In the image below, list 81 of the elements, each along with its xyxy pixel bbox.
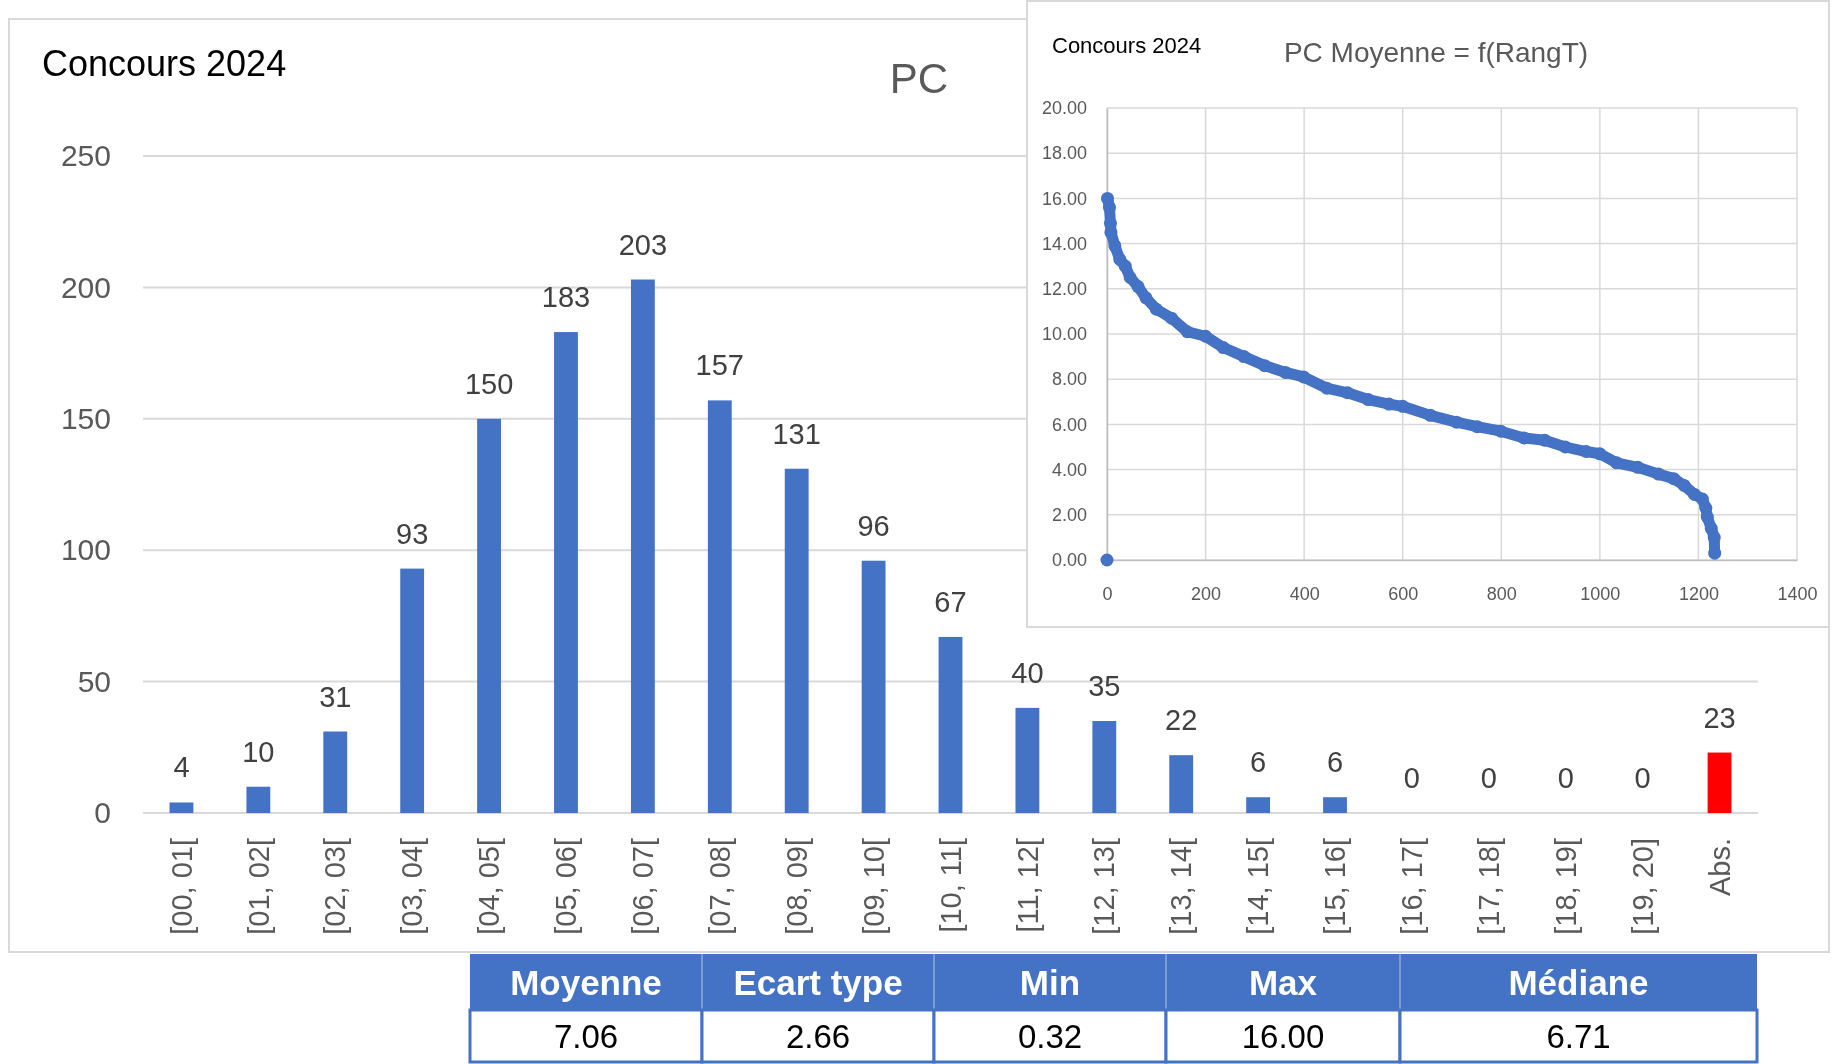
y-tick-label: 250 (60, 139, 111, 173)
x-tick-label: [14, 15[ (1242, 838, 1275, 935)
data-label: 2.66 (785, 1017, 851, 1055)
x-tick-label: [02, 03[ (319, 838, 352, 935)
x-tick-label: 800 (1486, 583, 1517, 604)
data-label: 35 (1088, 670, 1121, 703)
data-label: 31 (319, 680, 352, 713)
x-tick-label: [03, 04[ (396, 838, 429, 935)
data-label: 6 (1326, 746, 1344, 779)
x-tick-label: 400 (1289, 583, 1320, 604)
x-tick-label: 1200 (1678, 583, 1719, 604)
x-tick-label: [00, 01[ (165, 838, 198, 935)
x-tick-label: [09, 10[ (857, 838, 890, 935)
x-tick-label: 600 (1388, 583, 1419, 604)
data-label: 93 (396, 517, 429, 550)
x-tick-label: [06, 07[ (627, 838, 660, 935)
x-tick-label: [11, 12[ (1011, 838, 1044, 933)
data-label: 67 (934, 585, 967, 618)
data-label: 4 (173, 751, 190, 784)
data-label: 150 (464, 367, 514, 400)
y-tick-label: 2.00 (1051, 505, 1087, 526)
y-tick-label: 50 (77, 664, 111, 698)
x-tick-label: [07, 08[ (703, 838, 736, 935)
category-label: Médiane (1508, 962, 1649, 1002)
data-label: 16.00 (1241, 1017, 1325, 1055)
data-label: 0 (1557, 762, 1574, 794)
x-tick-label: [04, 05[ (473, 838, 506, 935)
chart-title: PC Moyenne = f(RangT) (1283, 37, 1589, 68)
data-label: 183 (541, 281, 591, 314)
x-tick-label: [05, 06[ (550, 838, 583, 935)
x-tick-label: [13, 14[ (1165, 838, 1198, 935)
category-label: Min (1019, 962, 1081, 1002)
y-tick-label: 14.00 (1041, 233, 1087, 254)
y-tick-label: 150 (60, 401, 111, 435)
y-tick-label: 18.00 (1041, 143, 1087, 164)
data-label: 6 (1250, 746, 1267, 779)
data-label: 0.32 (1017, 1017, 1083, 1055)
data-label: 10 (242, 735, 275, 768)
x-tick-label: [17, 18[ (1472, 838, 1505, 935)
chart-title: PC (889, 55, 949, 102)
y-tick-label: 100 (60, 533, 111, 567)
category-label: Max (1248, 962, 1318, 1002)
x-tick-label: [15, 16[ (1319, 838, 1352, 935)
y-tick-label: 12.00 (1041, 279, 1087, 300)
y-tick-label: 16.00 (1041, 188, 1087, 209)
category-label: Ecart type (733, 962, 903, 1002)
x-tick-label: [16, 17[ (1396, 838, 1429, 935)
data-label: 131 (772, 417, 821, 450)
category-label: Moyenne (510, 962, 662, 1002)
x-tick-label: 200 (1191, 583, 1222, 604)
data-label: 0 (1403, 762, 1420, 794)
x-tick-label: 0 (1102, 583, 1113, 604)
x-tick-label: 1000 (1580, 583, 1621, 604)
data-label: 0 (1480, 762, 1497, 794)
y-tick-label: 4.00 (1051, 459, 1087, 480)
data-label: 203 (618, 228, 668, 261)
data-label: 157 (695, 349, 744, 382)
x-tick-label: [12, 13[ (1088, 838, 1121, 935)
data-label: 6.71 (1546, 1017, 1611, 1055)
x-tick-label: [19, 20] (1626, 838, 1659, 935)
y-tick-label: 0 (94, 796, 111, 830)
data-label: 40 (1011, 656, 1044, 689)
data-label: 23 (1703, 701, 1736, 734)
data-label: 22 (1165, 704, 1198, 737)
x-tick-label: [08, 09[ (780, 838, 813, 935)
text: Concours 2024 (1052, 33, 1202, 58)
y-tick-label: 20.00 (1041, 98, 1087, 119)
data-label: 0 (1634, 762, 1651, 794)
text: Concours 2024 (42, 43, 287, 84)
x-tick-label: [10, 11[ (934, 838, 967, 933)
x-tick-label: Abs. (1703, 838, 1736, 897)
y-tick-label: 6.00 (1051, 414, 1087, 435)
x-tick-label: 1400 (1777, 583, 1818, 604)
data-label: 96 (857, 509, 890, 542)
y-tick-label: 10.00 (1041, 324, 1087, 345)
y-tick-label: 200 (60, 270, 111, 304)
x-tick-label: [01, 02[ (242, 838, 275, 935)
data-label: 7.06 (553, 1017, 619, 1055)
y-tick-label: 0.00 (1051, 550, 1087, 571)
y-tick-label: 8.00 (1051, 369, 1087, 390)
x-tick-label: [18, 19[ (1549, 838, 1582, 935)
